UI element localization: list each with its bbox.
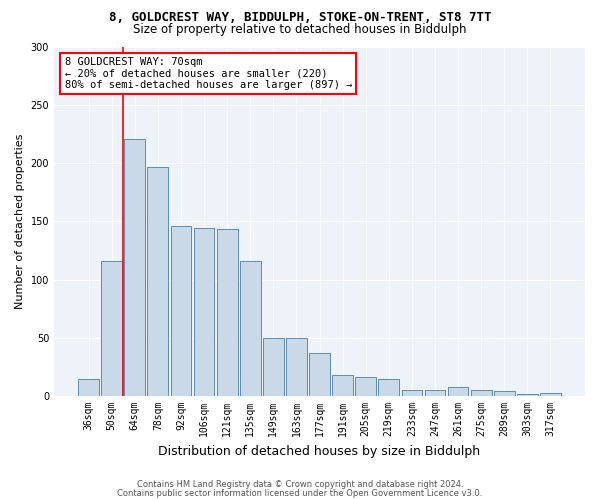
Bar <box>448 386 469 396</box>
Bar <box>101 261 122 396</box>
Bar <box>401 390 422 396</box>
Bar <box>286 338 307 396</box>
Bar <box>194 228 214 396</box>
Bar <box>355 378 376 396</box>
Bar <box>379 378 399 396</box>
Text: Contains public sector information licensed under the Open Government Licence v3: Contains public sector information licen… <box>118 488 482 498</box>
Bar <box>148 166 168 396</box>
Bar <box>471 390 491 396</box>
Bar <box>217 230 238 396</box>
Bar <box>263 338 284 396</box>
Bar <box>425 390 445 396</box>
Y-axis label: Number of detached properties: Number of detached properties <box>15 134 25 309</box>
Bar <box>517 394 538 396</box>
Bar <box>540 392 561 396</box>
Bar <box>240 261 260 396</box>
Text: Contains HM Land Registry data © Crown copyright and database right 2024.: Contains HM Land Registry data © Crown c… <box>137 480 463 489</box>
Bar <box>494 392 515 396</box>
Bar <box>170 226 191 396</box>
Bar <box>124 138 145 396</box>
Bar <box>309 353 330 396</box>
Bar <box>78 378 99 396</box>
Bar <box>332 375 353 396</box>
Text: Size of property relative to detached houses in Biddulph: Size of property relative to detached ho… <box>133 22 467 36</box>
X-axis label: Distribution of detached houses by size in Biddulph: Distribution of detached houses by size … <box>158 444 481 458</box>
Text: 8 GOLDCREST WAY: 70sqm
← 20% of detached houses are smaller (220)
80% of semi-de: 8 GOLDCREST WAY: 70sqm ← 20% of detached… <box>65 57 352 90</box>
Text: 8, GOLDCREST WAY, BIDDULPH, STOKE-ON-TRENT, ST8 7TT: 8, GOLDCREST WAY, BIDDULPH, STOKE-ON-TRE… <box>109 11 491 24</box>
